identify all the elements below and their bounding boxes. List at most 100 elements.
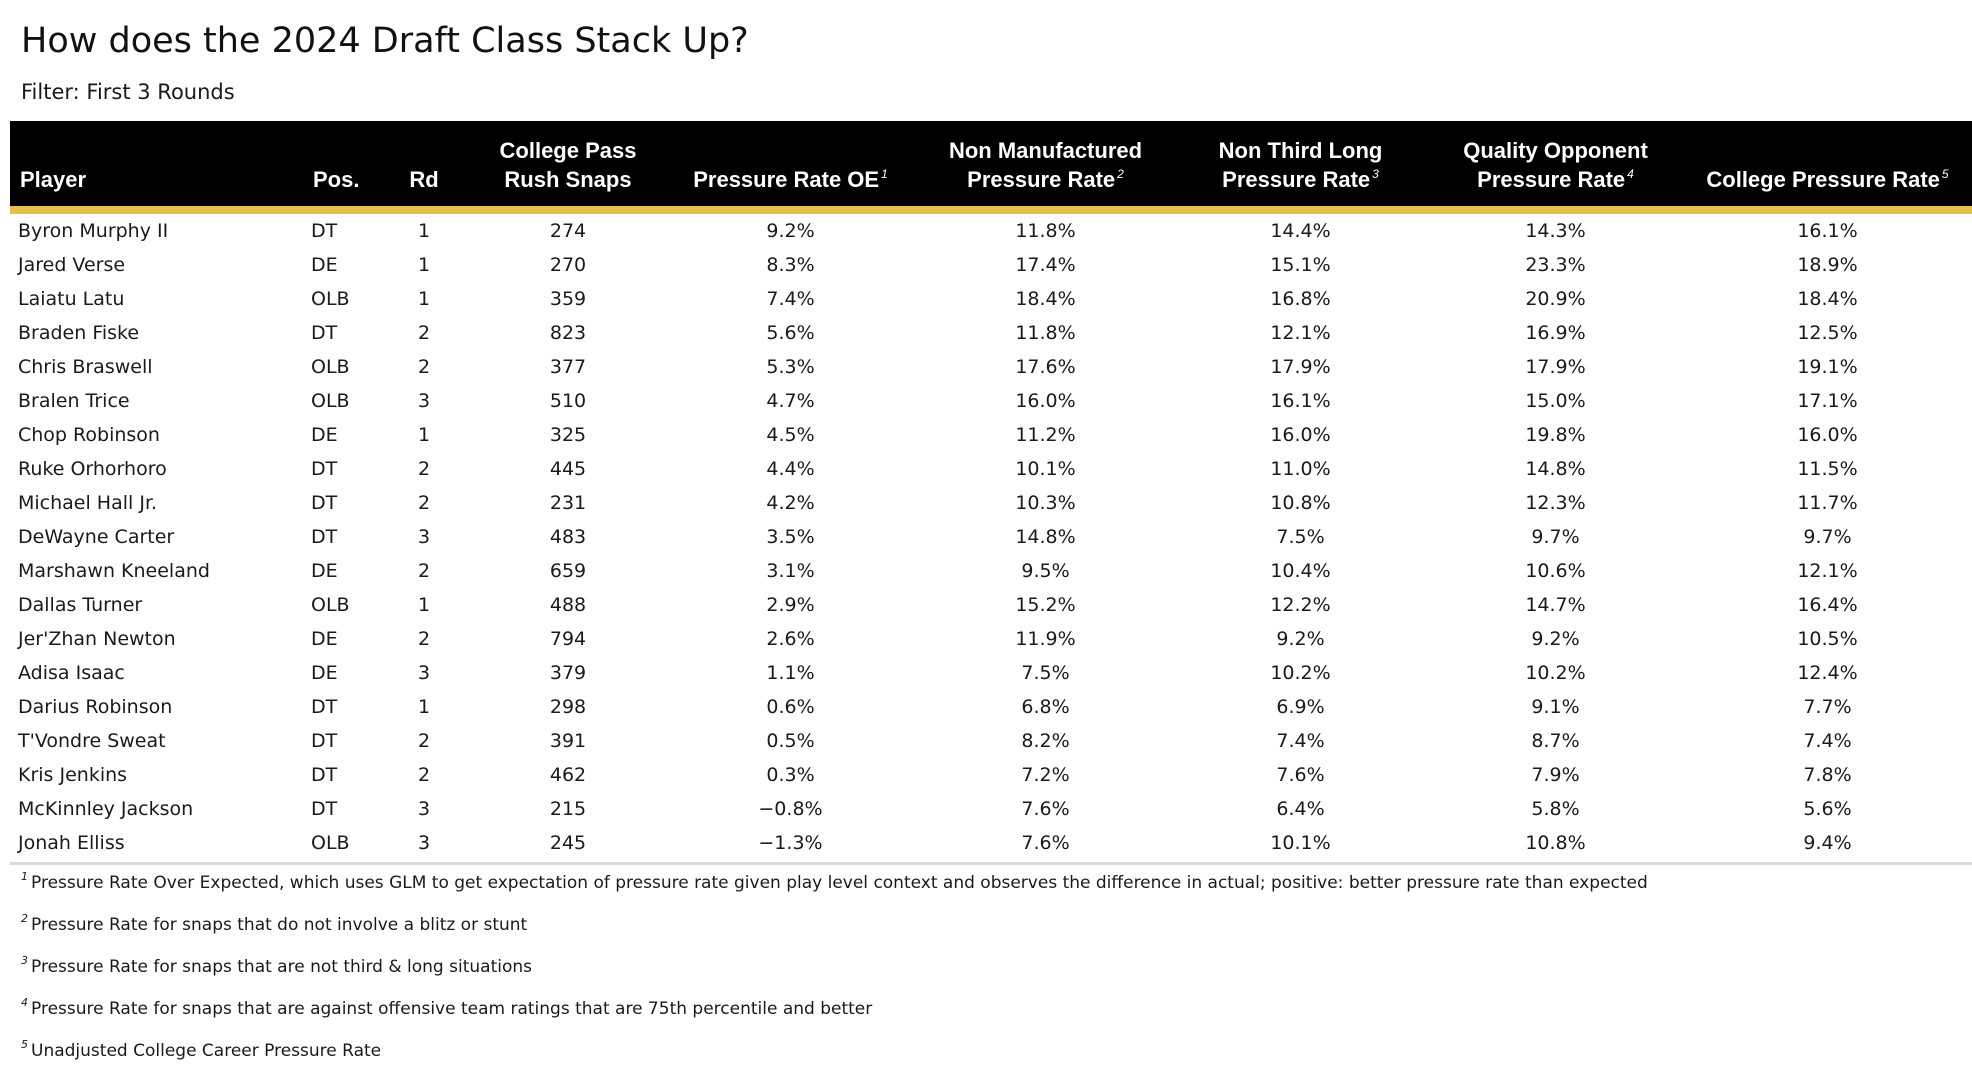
cell-player: Jared Verse [18,254,126,276]
cell-player: Bralen Trice [18,390,130,412]
filter-subtitle: Filter: First 3 Rounds [21,80,235,104]
table-row: Chop Robinson DE 1 325 4.5% 11.2% 16.0% 19.8% 16… [10,418,1972,452]
cell-non-manufactured-pressure-rate: 15.2% [1015,594,1076,616]
column-header-label: College Pass Rush Snaps [499,138,637,192]
cell-non-manufactured-pressure-rate: 7.6% [1021,798,1070,820]
cell-rd: 3 [417,390,431,412]
cell-non-third-long-pressure-rate: 15.1% [1270,254,1331,276]
cell-non-manufactured-pressure-rate: 17.6% [1015,356,1076,378]
cell-rd: 1 [417,424,431,446]
cell-pos: DT [311,492,338,514]
cell-pos: DT [311,798,338,820]
cell-player: Dallas Turner [18,594,143,616]
cell-college-pass-rush-snaps: 377 [549,356,587,378]
cell-non-manufactured-pressure-rate: 8.2% [1021,730,1070,752]
cell-rd: 2 [417,492,431,514]
cell-college-pass-rush-snaps: 462 [549,764,587,786]
cell-non-manufactured-pressure-rate: 11.9% [1015,628,1076,650]
cell-non-third-long-pressure-rate: 12.1% [1270,322,1331,344]
footnote-marker: 1 [881,167,888,181]
column-header-quality-opponent-pressure-rate: Quality Opponent Pressure Rate 4 [1428,121,1683,206]
cell-player: Jer'Zhan Newton [18,628,176,650]
cell-college-pass-rush-snaps: 274 [549,220,587,242]
cell-pressure-rate-oe: 4.7% [766,390,815,412]
cell-pos: DT [311,220,338,242]
footnote-marker: 3 [21,954,28,967]
table-row: Laiatu Latu OLB 1 359 7.4% 18.4% 16.8% 20.9% 18.… [10,282,1972,316]
cell-quality-opponent-pressure-rate: 10.6% [1525,560,1586,582]
footnote-3: 3 Pressure Rate for snaps that are not th… [21,954,1951,998]
cell-college-pass-rush-snaps: 231 [549,492,587,514]
cell-pressure-rate-oe: 7.4% [766,288,815,310]
cell-college-pass-rush-snaps: 391 [549,730,587,752]
cell-non-third-long-pressure-rate: 10.2% [1270,662,1331,684]
cell-rd: 2 [417,356,431,378]
cell-pressure-rate-oe: −0.8% [758,798,823,820]
table-row: Byron Murphy II DT 1 274 9.2% 11.8% 14.4% 14.3%… [10,214,1972,248]
footnote-1: 1 Pressure Rate Over Expected, which uses… [21,870,1951,914]
footnote-marker: 1 [21,870,28,883]
cell-rd: 1 [417,254,431,276]
draft-class-table: Player Pos. Rd College Pass Rush Snaps Press… [10,121,1972,860]
cell-pressure-rate-oe: 3.5% [766,526,815,548]
cell-pos: OLB [311,356,350,378]
cell-college-pressure-rate: 7.7% [1803,696,1852,718]
cell-college-pressure-rate: 17.1% [1797,390,1858,412]
cell-non-manufactured-pressure-rate: 7.6% [1021,832,1070,854]
cell-pressure-rate-oe: 2.6% [766,628,815,650]
cell-pos: OLB [311,594,350,616]
cell-non-third-long-pressure-rate: 14.4% [1270,220,1331,242]
cell-non-third-long-pressure-rate: 12.2% [1270,594,1331,616]
cell-college-pressure-rate: 12.5% [1797,322,1858,344]
cell-rd: 3 [417,662,431,684]
cell-pressure-rate-oe: 0.3% [766,764,815,786]
cell-pressure-rate-oe: 5.6% [766,322,815,344]
cell-pos: DT [311,322,338,344]
cell-pos: DT [311,458,338,480]
cell-player: Darius Robinson [18,696,173,718]
cell-pressure-rate-oe: 4.2% [766,492,815,514]
cell-non-manufactured-pressure-rate: 14.8% [1015,526,1076,548]
cell-player: Marshawn Kneeland [18,560,210,582]
footnotes: 1 Pressure Rate Over Expected, which uses… [21,870,1951,1082]
footnote-text: Pressure Rate for snaps that are not thi… [31,957,532,977]
cell-non-third-long-pressure-rate: 11.0% [1270,458,1331,480]
cell-college-pressure-rate: 16.4% [1797,594,1858,616]
cell-pressure-rate-oe: 2.9% [766,594,815,616]
cell-quality-opponent-pressure-rate: 5.8% [1531,798,1580,820]
cell-college-pressure-rate: 18.9% [1797,254,1858,276]
column-header-label: Quality Opponent Pressure Rate [1463,138,1648,192]
cell-quality-opponent-pressure-rate: 9.7% [1531,526,1580,548]
table-row: Dallas Turner OLB 1 488 2.9% 15.2% 12.2% 14.7% 1… [10,588,1972,622]
footnote-marker: 2 [21,912,28,925]
cell-college-pass-rush-snaps: 245 [549,832,587,854]
cell-college-pass-rush-snaps: 445 [549,458,587,480]
column-header-rd: Rd [375,121,473,206]
cell-college-pressure-rate: 16.0% [1797,424,1858,446]
column-header-pos: Pos. [303,121,375,206]
table-row: Jonah Elliss OLB 3 245 −1.3% 7.6% 10.1% 10.8% 9.… [10,826,1972,860]
cell-rd: 1 [417,696,431,718]
cell-pressure-rate-oe: 9.2% [766,220,815,242]
column-header-label: College Pressure Rate [1706,167,1940,192]
footnote-4: 4 Pressure Rate for snaps that are agains… [21,997,1951,1040]
cell-player: Michael Hall Jr. [18,492,158,514]
cell-pos: DT [311,730,338,752]
column-header-non-third-long-pressure-rate: Non Third Long Pressure Rate 3 [1173,121,1428,206]
table-row: Chris Braswell OLB 2 377 5.3% 17.6% 17.9% 17.9%… [10,350,1972,384]
cell-non-manufactured-pressure-rate: 7.2% [1021,764,1070,786]
cell-college-pass-rush-snaps: 794 [549,628,587,650]
cell-non-third-long-pressure-rate: 6.9% [1276,696,1325,718]
cell-college-pressure-rate: 10.5% [1797,628,1858,650]
table-row: Adisa Isaac DE 3 379 1.1% 7.5% 10.2% 10.2% 12.4% [10,656,1972,690]
footnote-2: 2 Pressure Rate for snaps that do not inv… [21,912,1951,956]
cell-player: Braden Fiske [18,322,140,344]
cell-non-manufactured-pressure-rate: 10.3% [1015,492,1076,514]
column-header-college-pressure-rate: College Pressure Rate 5 [1683,121,1972,206]
cell-pressure-rate-oe: 3.1% [766,560,815,582]
cell-rd: 2 [417,458,431,480]
cell-non-third-long-pressure-rate: 7.4% [1276,730,1325,752]
table-row: T'Vondre Sweat DT 2 391 0.5% 8.2% 7.4% 8.7% 7.4% [10,724,1972,758]
cell-player: Laiatu Latu [18,288,125,310]
cell-college-pressure-rate: 7.8% [1803,764,1852,786]
